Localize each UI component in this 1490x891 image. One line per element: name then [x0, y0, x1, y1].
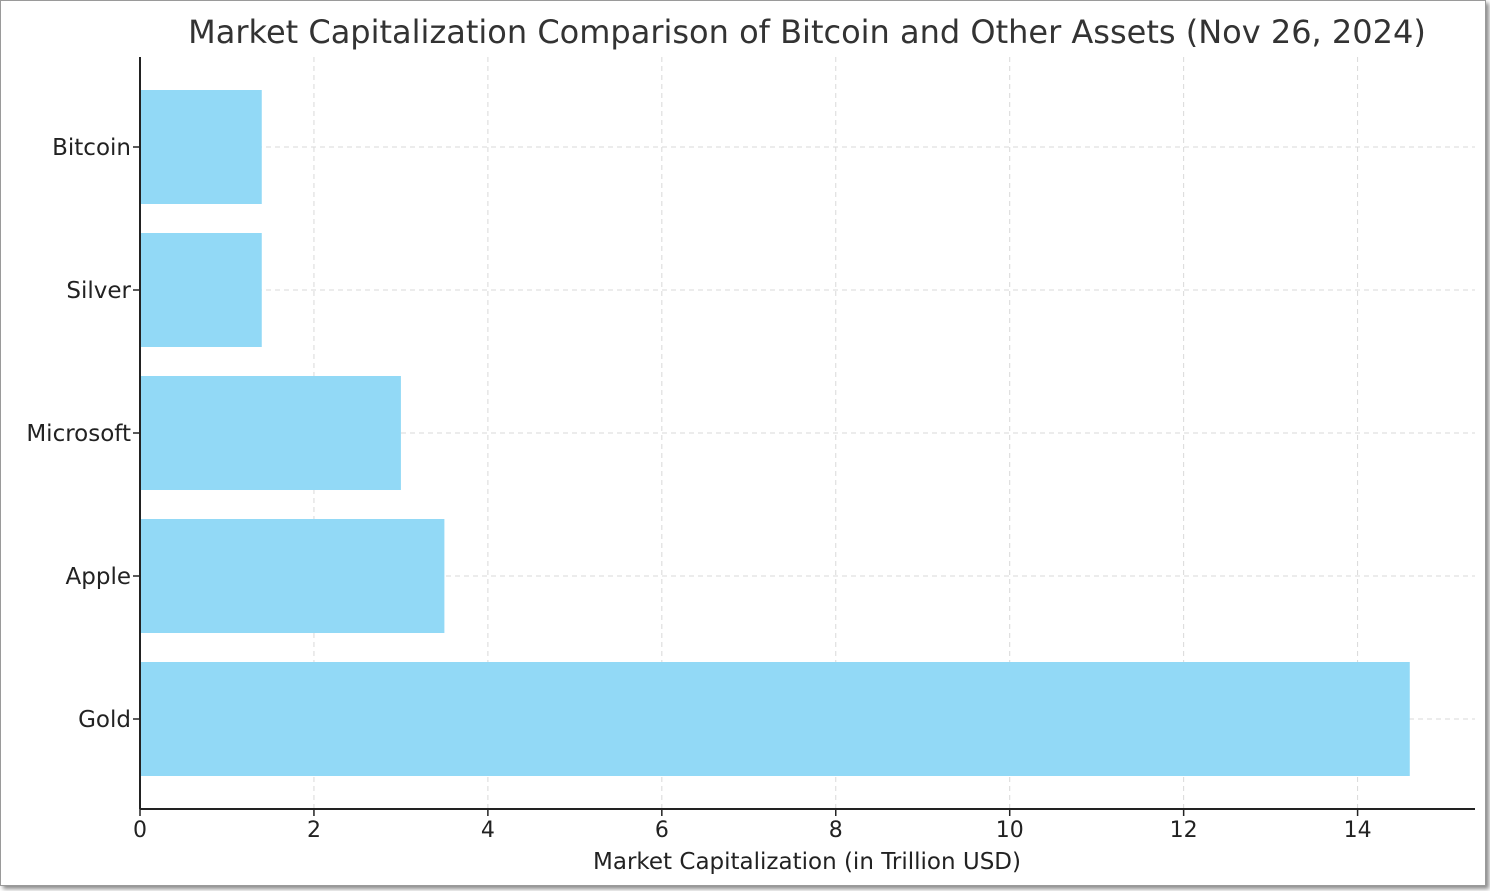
x-tick-label: 10: [996, 818, 1024, 843]
x-tick-label: 4: [481, 818, 495, 843]
x-tick-label: 0: [133, 818, 147, 843]
chart-title: Market Capitalization Comparison of Bitc…: [188, 13, 1426, 51]
x-tick-label: 8: [829, 818, 843, 843]
x-tick-label: 2: [307, 818, 321, 843]
x-tick-label: 12: [1170, 818, 1198, 843]
bar-bitcoin: [140, 90, 262, 204]
y-tick-label: Silver: [66, 278, 131, 304]
x-axis-label: Market Capitalization (in Trillion USD): [593, 849, 1021, 875]
x-axis-ticks: 0 2 4 6 8 10 12 14: [133, 809, 1372, 843]
x-tick-label: 6: [655, 818, 669, 843]
y-tick-label: Gold: [78, 707, 131, 733]
x-tick-label: 14: [1344, 818, 1372, 843]
y-tick-label: Apple: [66, 564, 131, 590]
y-tick-label: Bitcoin: [52, 135, 131, 161]
bar-apple: [140, 519, 445, 633]
bars: [140, 90, 1410, 776]
y-axis-ticks: Bitcoin Silver Microsoft Apple Gold: [26, 135, 140, 733]
bar-gold: [140, 662, 1410, 776]
bar-microsoft: [140, 376, 401, 490]
y-tick-label: Microsoft: [26, 421, 131, 447]
bar-silver: [140, 233, 262, 347]
